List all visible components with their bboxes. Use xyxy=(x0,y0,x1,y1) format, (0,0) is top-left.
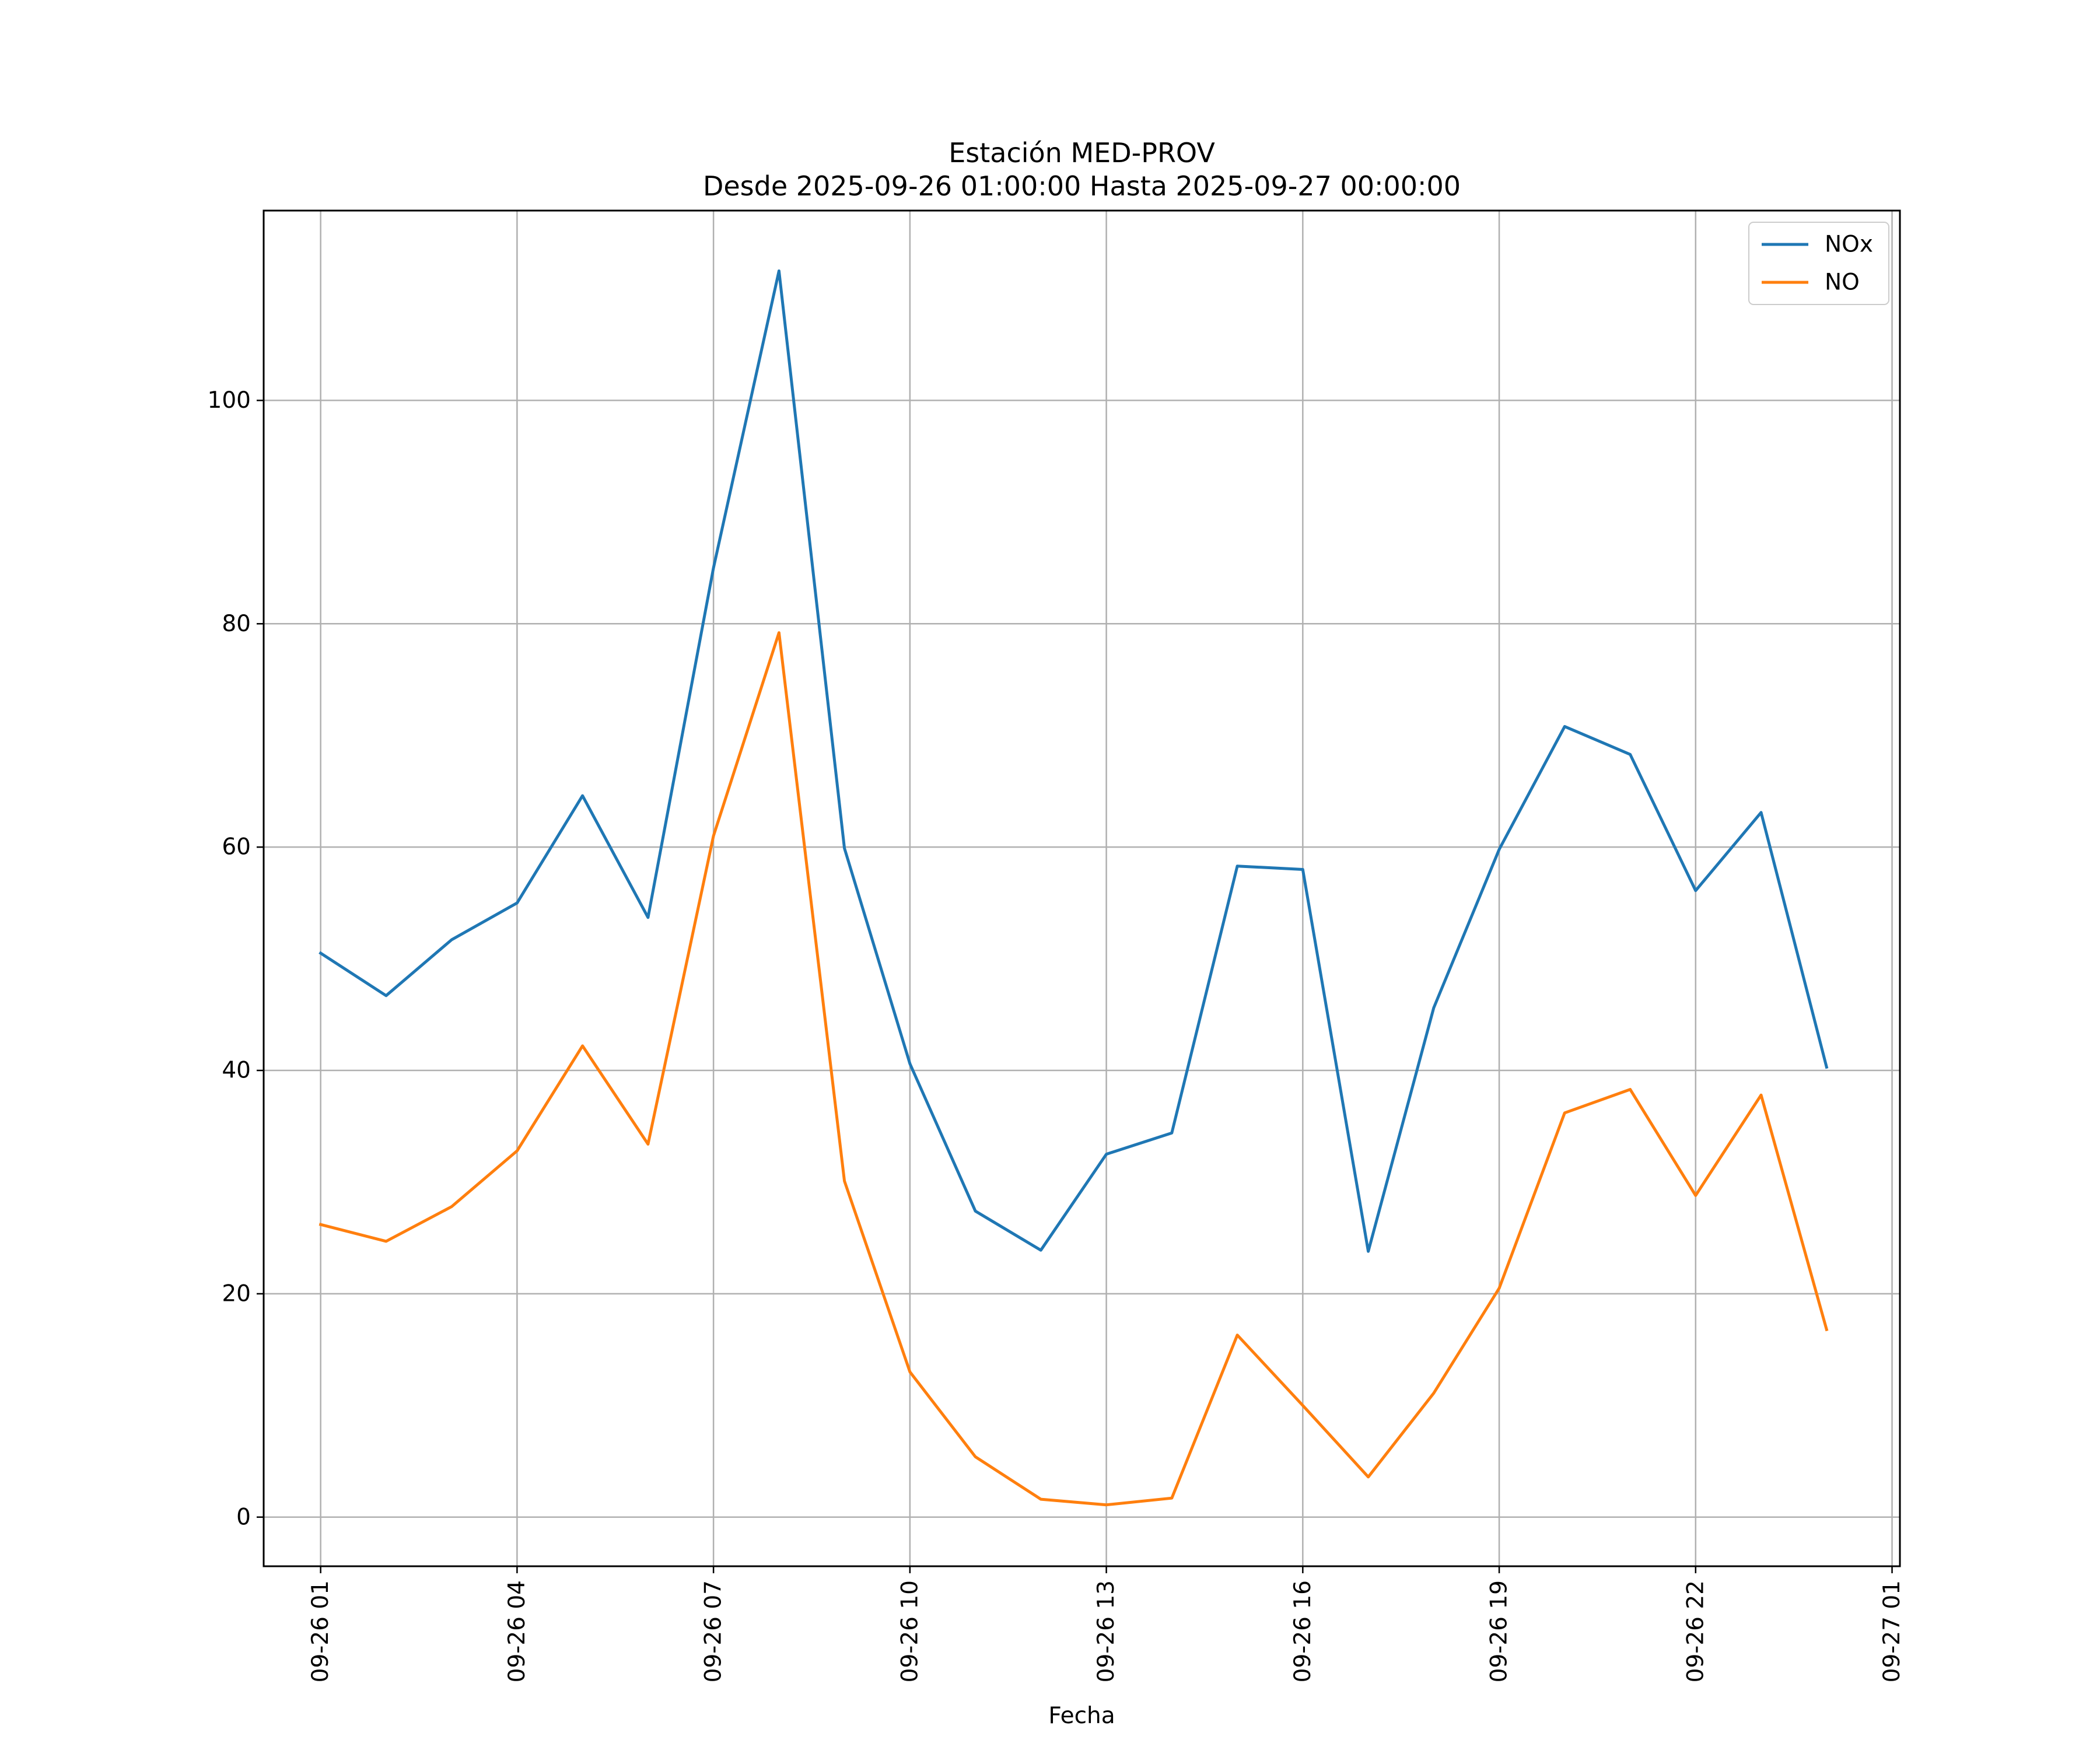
legend: NOx NO xyxy=(1748,222,1889,305)
y-tick-label: 80 xyxy=(222,611,251,637)
x-tick-label: 09-26 07 xyxy=(701,1580,727,1682)
x-tick-label: 09-27 01 xyxy=(1879,1580,1905,1682)
chart-subtitle: Desde 2025-09-26 01:00:00 Hasta 2025-09-… xyxy=(703,170,1461,202)
chart-title: Estación MED-PROV xyxy=(949,137,1215,169)
x-tick-label: 09-26 13 xyxy=(1093,1580,1119,1682)
y-tick-label: 20 xyxy=(222,1280,251,1307)
x-tick-label: 09-26 22 xyxy=(1682,1580,1709,1682)
series-lines xyxy=(318,269,1829,1507)
legend-label-no: NO xyxy=(1825,270,1860,296)
y-tick-label: 40 xyxy=(222,1058,251,1084)
legend-label-nox: NOx xyxy=(1825,232,1873,258)
grid-lines xyxy=(264,211,1900,1566)
series-line-nox xyxy=(318,269,1829,1253)
x-tick-label: 09-26 19 xyxy=(1486,1580,1513,1682)
series-line-no xyxy=(318,631,1829,1507)
axis-ticks: 0 20 40 60 80 100 09-26 01 09-26 04 09-26 07 09-2… xyxy=(208,387,1905,1682)
x-axis-label: Fecha xyxy=(1048,1703,1115,1729)
y-tick-label: 0 xyxy=(236,1504,251,1530)
y-tick-label: 100 xyxy=(208,387,251,414)
legend-box xyxy=(1748,222,1889,305)
plot-frame xyxy=(262,209,1901,1567)
x-tick-label: 09-26 16 xyxy=(1290,1580,1316,1682)
x-tick-label: 09-26 04 xyxy=(504,1580,530,1682)
x-tick-label: 09-26 10 xyxy=(897,1580,923,1682)
y-tick-label: 60 xyxy=(222,834,251,860)
x-tick-label: 09-26 01 xyxy=(307,1580,334,1682)
